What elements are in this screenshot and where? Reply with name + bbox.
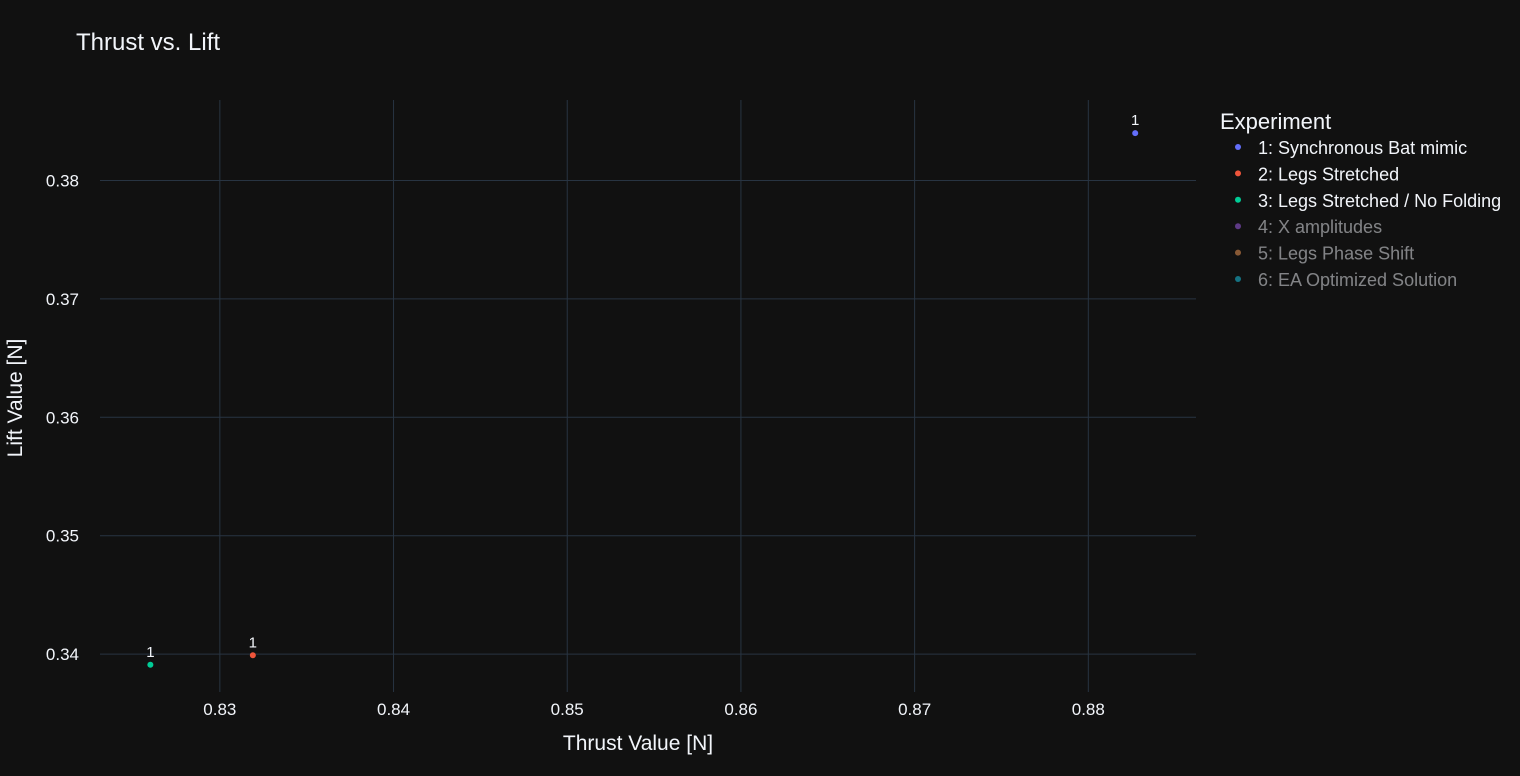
y-axis-ticks: 0.34 0.35 0.36 0.37 0.38 <box>46 172 79 665</box>
legend-label: 4: X amplitudes <box>1258 217 1382 237</box>
plot-area: 1 1 1 <box>146 112 1139 668</box>
legend-label: 1: Synchronous Bat mimic <box>1258 138 1467 158</box>
grid <box>100 100 1196 692</box>
y-tick-label: 0.36 <box>46 408 79 427</box>
legend-item[interactable]: 4: X amplitudes <box>1235 217 1382 237</box>
legend-item[interactable]: 6: EA Optimized Solution <box>1235 270 1457 290</box>
y-tick-label: 0.35 <box>46 527 79 546</box>
chart-title: Thrust vs. Lift <box>76 29 220 56</box>
legend-marker <box>1235 223 1241 230</box>
legend-item[interactable]: 2: Legs Stretched <box>1235 164 1399 184</box>
legend-item[interactable]: 5: Legs Phase Shift <box>1235 244 1414 264</box>
legend: Experiment 1: Synchronous Bat mimic 2: Le… <box>1220 109 1501 290</box>
x-tick-label: 0.85 <box>551 700 584 719</box>
legend-label: 6: EA Optimized Solution <box>1258 270 1457 290</box>
legend-marker <box>1235 249 1241 256</box>
x-axis-title: Thrust Value [N] <box>563 732 713 755</box>
legend-label: 2: Legs Stretched <box>1258 164 1399 184</box>
x-tick-label: 0.84 <box>377 700 410 719</box>
x-tick-label: 0.86 <box>724 700 757 719</box>
legend-title: Experiment <box>1220 109 1331 134</box>
x-tick-label: 0.87 <box>898 700 931 719</box>
data-point-label: 1 <box>1131 112 1139 129</box>
legend-label: 3: Legs Stretched / No Folding <box>1258 191 1501 211</box>
data-point[interactable] <box>1132 130 1139 137</box>
legend-marker <box>1235 196 1241 203</box>
y-tick-label: 0.34 <box>46 645 79 664</box>
legend-marker <box>1235 170 1241 177</box>
legend-item[interactable]: 1: Synchronous Bat mimic <box>1235 138 1467 158</box>
data-point-label: 1 <box>146 644 154 661</box>
data-point[interactable] <box>147 661 154 668</box>
data-point[interactable] <box>249 652 256 659</box>
x-tick-label: 0.83 <box>203 700 236 719</box>
x-tick-label: 0.88 <box>1072 700 1105 719</box>
legend-marker <box>1235 144 1241 150</box>
y-tick-label: 0.37 <box>46 290 79 309</box>
y-axis-title: Lift Value [N] <box>4 339 27 458</box>
data-point-label: 1 <box>249 634 257 651</box>
legend-item[interactable]: 3: Legs Stretched / No Folding <box>1235 191 1501 211</box>
legend-marker <box>1235 276 1241 282</box>
y-tick-label: 0.38 <box>46 172 79 191</box>
legend-label: 5: Legs Phase Shift <box>1258 244 1414 264</box>
x-axis-ticks: 0.83 0.84 0.85 0.86 0.87 0.88 <box>203 700 1105 719</box>
